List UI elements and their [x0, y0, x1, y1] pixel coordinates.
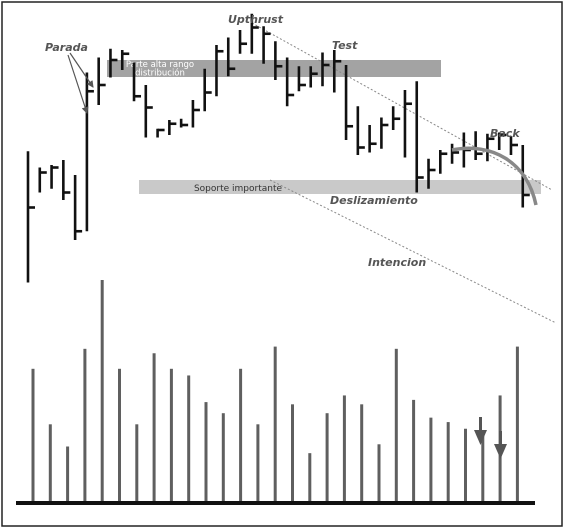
price-bar	[250, 13, 259, 54]
volume-bar	[291, 404, 294, 502]
down-arrow-icon	[474, 430, 487, 445]
volume-bar	[394, 348, 398, 502]
price-bar	[203, 68, 212, 112]
price-bar	[50, 165, 59, 189]
down-arrow-icon	[494, 444, 507, 459]
price-bar	[38, 167, 47, 193]
price-bar	[486, 133, 495, 162]
volume-bar	[169, 368, 173, 502]
volume-bar	[360, 404, 364, 502]
price-bar	[403, 90, 412, 158]
volume-bar	[66, 446, 70, 502]
price-bar	[438, 150, 448, 174]
volume-arrow-2	[494, 431, 507, 459]
support-band	[139, 180, 541, 194]
volume-bar	[429, 417, 433, 502]
parada-arrow-2	[67, 54, 89, 114]
volume-bar	[481, 433, 485, 502]
volume-bar	[152, 353, 156, 502]
volume-bar	[83, 348, 87, 502]
price-bar	[285, 57, 295, 107]
volume-arrow-1	[474, 417, 487, 445]
volume-bars	[31, 280, 519, 502]
volume-bar	[412, 399, 416, 502]
price-bar	[497, 132, 507, 150]
volume-bar	[325, 413, 329, 502]
upthrust-label: Upthrust	[228, 13, 284, 26]
parada-label: Parada	[45, 41, 88, 54]
price-bar	[144, 85, 153, 138]
price-bar	[368, 125, 377, 153]
price-bar	[62, 160, 71, 200]
price-bar	[262, 26, 271, 64]
volume-bar	[256, 424, 260, 502]
volume-bar	[342, 395, 346, 502]
volume-bar	[464, 428, 467, 502]
deslizamiento-label: Deslizamiento	[330, 194, 418, 207]
volume-bar	[273, 346, 277, 502]
price-bar	[380, 117, 389, 149]
price-bar	[215, 45, 224, 97]
volume-bar	[446, 422, 450, 502]
volume-bar	[48, 424, 52, 502]
test-label: Test	[332, 39, 358, 52]
price-bar	[85, 72, 94, 232]
price-bar	[509, 136, 518, 155]
volume-bar	[239, 368, 243, 502]
volume-bar	[135, 424, 139, 502]
price-bar	[450, 143, 460, 164]
back-curve	[451, 146, 538, 206]
price-bar	[73, 175, 83, 240]
price-bar	[391, 106, 401, 130]
price-bar	[474, 131, 483, 160]
price-bar	[168, 120, 177, 135]
volume-baseline	[16, 501, 535, 505]
channel-lower-line	[269, 179, 557, 324]
price-bar	[297, 66, 306, 92]
price-bars	[26, 13, 530, 283]
distribution-label-line1: Parte alta rango	[126, 60, 194, 70]
volume-bar	[221, 413, 225, 502]
volume-bar	[187, 375, 191, 502]
distribution-band	[107, 60, 441, 77]
price-bar	[415, 81, 424, 193]
support-zone: Soporte importante	[139, 180, 541, 194]
volume-bar	[118, 368, 121, 502]
price-bar	[109, 48, 118, 78]
price-bar	[132, 62, 142, 102]
price-bar	[179, 118, 189, 128]
volume-bar	[308, 453, 312, 502]
intencion-label: Intencion	[368, 256, 426, 269]
price-bar	[332, 50, 342, 93]
distribution-label-line2: distribución	[135, 68, 185, 79]
volume-bar	[100, 280, 104, 502]
price-bar	[356, 106, 365, 155]
volume-bar	[204, 402, 208, 502]
parada-arrow-1	[69, 52, 94, 88]
price-bar	[120, 50, 130, 70]
price-bar	[97, 57, 106, 105]
volume-bar	[377, 444, 381, 502]
support-label: Soporte importante	[194, 184, 283, 194]
price-bar	[321, 52, 330, 87]
volume-bar	[515, 346, 519, 502]
price-bar	[309, 66, 318, 88]
back-label: Back	[490, 127, 520, 140]
price-bar	[26, 151, 35, 283]
price-bar	[427, 158, 436, 189]
price-bar	[191, 100, 200, 128]
price-bar	[226, 37, 236, 77]
channel-upper-line	[251, 22, 553, 191]
price-bar	[156, 128, 165, 138]
distribution-zone: Parte alta rango distribución	[107, 60, 441, 79]
volume-bar	[31, 368, 35, 502]
price-bar	[274, 41, 283, 80]
price-bar	[238, 30, 248, 54]
price-bar	[344, 65, 354, 140]
